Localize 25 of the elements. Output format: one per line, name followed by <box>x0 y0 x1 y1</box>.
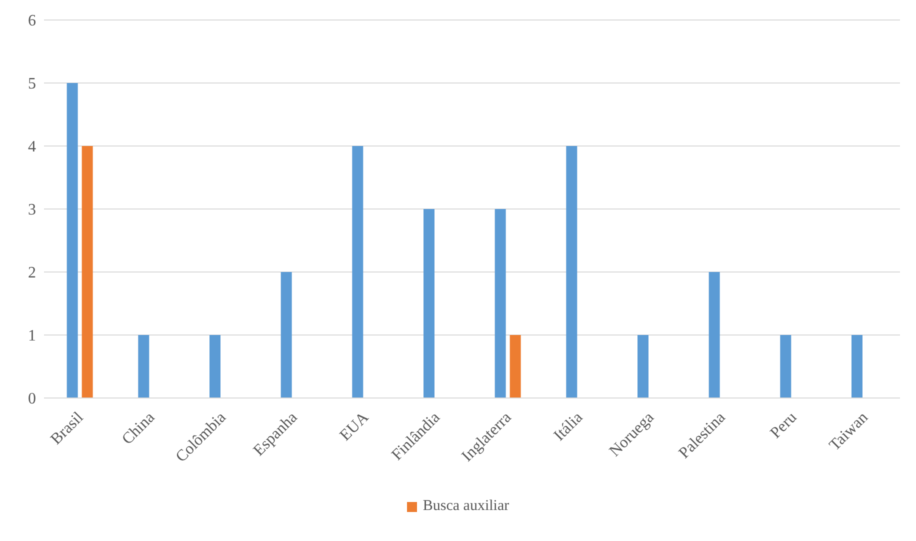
bar <box>708 272 720 398</box>
x-tick-label: Peru <box>767 409 800 442</box>
y-tick-label: 0 <box>28 390 36 408</box>
bar <box>280 272 292 398</box>
bar <box>510 335 521 398</box>
bar <box>637 335 648 398</box>
x-tick-label: Itália <box>550 409 586 444</box>
bar <box>209 335 220 398</box>
bar <box>82 146 93 398</box>
x-tick-label: EUA <box>336 408 372 444</box>
bar <box>138 335 150 398</box>
bar <box>494 209 506 398</box>
bar <box>851 335 862 398</box>
bar <box>423 209 434 398</box>
bar <box>566 146 578 398</box>
y-tick-label: 2 <box>28 264 36 282</box>
y-tick-label: 6 <box>28 12 36 30</box>
y-tick-label: 3 <box>28 202 36 219</box>
legend-label: Busca auxiliar <box>422 498 510 515</box>
y-tick-label: 1 <box>28 328 36 345</box>
y-tick-label: 5 <box>28 76 36 93</box>
y-tick-label: 4 <box>28 138 36 156</box>
bar <box>66 83 78 398</box>
bar <box>780 335 792 398</box>
bar <box>352 146 364 398</box>
